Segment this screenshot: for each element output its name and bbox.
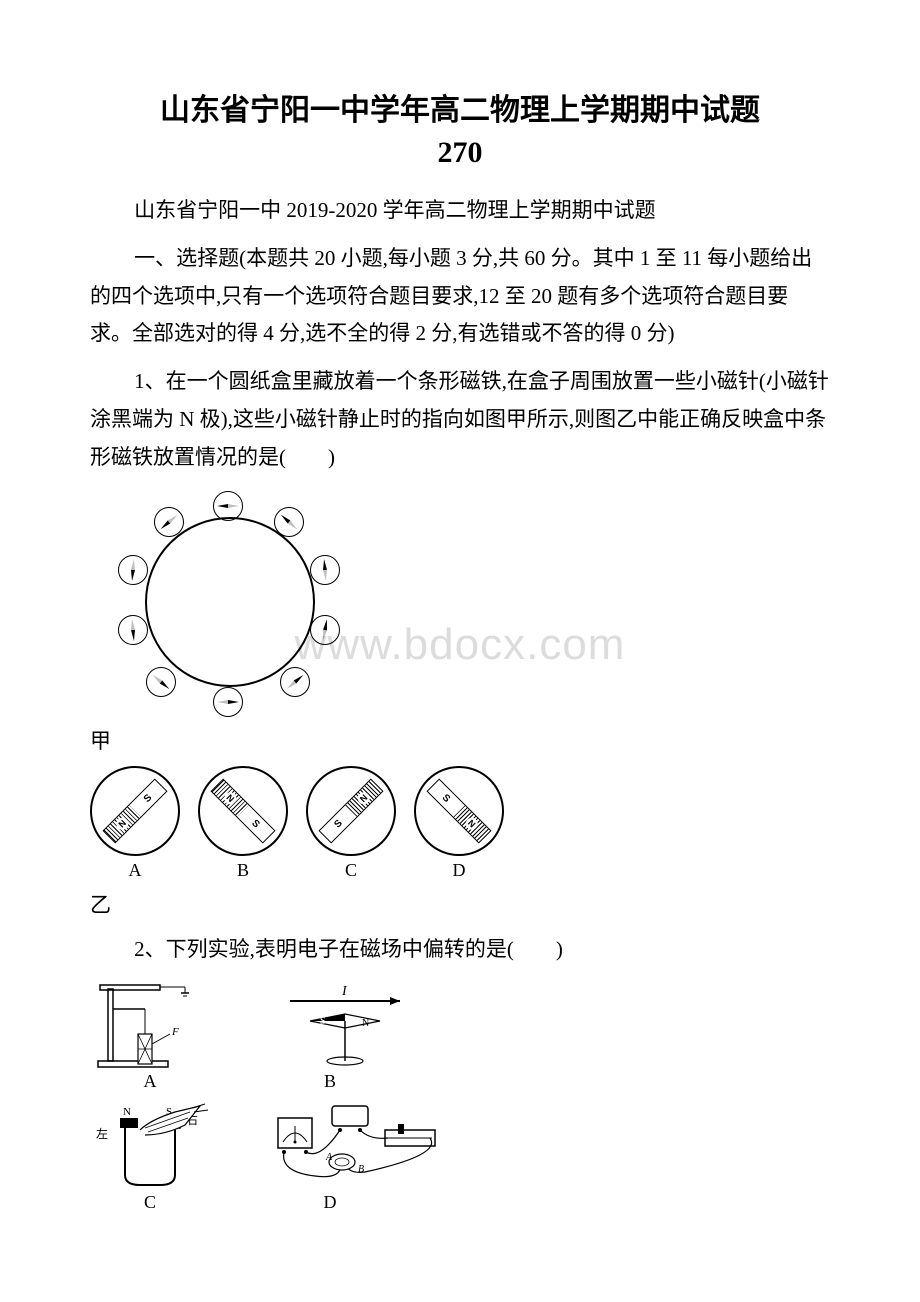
section-intro: 一、选择题(本题共 20 小题,每小题 3 分,共 60 分。其中 1 至 11…: [90, 240, 830, 353]
svg-text:N: N: [362, 1018, 369, 1029]
svg-text:I: I: [341, 984, 348, 999]
compass: [280, 667, 310, 697]
page-title: 山东省宁阳一中学年高二物理上学期期中试题 270: [90, 90, 830, 174]
figure-3-experiments: F A I S N: [90, 979, 490, 1213]
compass: [118, 615, 148, 645]
svg-text:F: F: [171, 1026, 179, 1038]
magnet-option: NSB: [198, 766, 288, 881]
svg-text:N: N: [123, 1106, 131, 1118]
magnet-option: SND: [414, 766, 504, 881]
compass: [213, 491, 243, 521]
figure-1-compasses: [90, 487, 360, 717]
svg-text:B: B: [358, 1164, 364, 1175]
compass: [146, 667, 176, 697]
svg-text:左: 左: [96, 1126, 108, 1141]
compass: [154, 507, 184, 537]
title-line2: 270: [438, 136, 483, 169]
exp-c-svg: N S 左 右: [90, 1100, 220, 1190]
compass: [310, 615, 340, 645]
title-line1: 山东省宁阳一中学年高二物理上学期期中试题: [160, 94, 760, 127]
svg-text:S: S: [320, 1016, 326, 1027]
option-label: B: [198, 860, 288, 881]
exp-a-label: A: [90, 1071, 210, 1092]
option-label: C: [306, 860, 396, 881]
subtitle: 山东省宁阳一中 2019-2020 学年高二物理上学期期中试题: [90, 192, 830, 230]
exp-b-label: B: [270, 1071, 390, 1092]
exp-a: F A: [90, 979, 210, 1092]
exp-d: A B D: [270, 1100, 390, 1213]
question-1: 1、在一个圆纸盒里藏放着一个条形磁铁,在盒子周围放置一些小磁针(小磁针涂黑端为 …: [90, 363, 830, 476]
compass: [310, 555, 340, 585]
exp-c-label: C: [90, 1192, 210, 1213]
magnet-option: NSA: [90, 766, 180, 881]
exp-b: I S N B: [270, 979, 390, 1092]
option-label: D: [414, 860, 504, 881]
exp-d-label: D: [270, 1192, 390, 1213]
svg-text:A: A: [325, 1152, 333, 1163]
label-yi: 乙: [90, 887, 830, 925]
compass: [274, 507, 304, 537]
exp-b-svg: I S N: [270, 979, 420, 1069]
exp-a-svg: F: [90, 979, 210, 1069]
compass: [213, 687, 243, 717]
paper-box-circle: [145, 517, 315, 687]
figure-2-magnets: NSANSBSNCSND: [90, 766, 830, 881]
compass: [118, 555, 148, 585]
label-jia: 甲: [90, 723, 830, 761]
magnet-option: SNC: [306, 766, 396, 881]
option-label: A: [90, 860, 180, 881]
exp-c: N S 左 右 C: [90, 1100, 210, 1213]
exp-d-svg: A B: [270, 1100, 450, 1190]
question-2: 2、下列实验,表明电子在磁场中偏转的是( ): [90, 931, 830, 969]
